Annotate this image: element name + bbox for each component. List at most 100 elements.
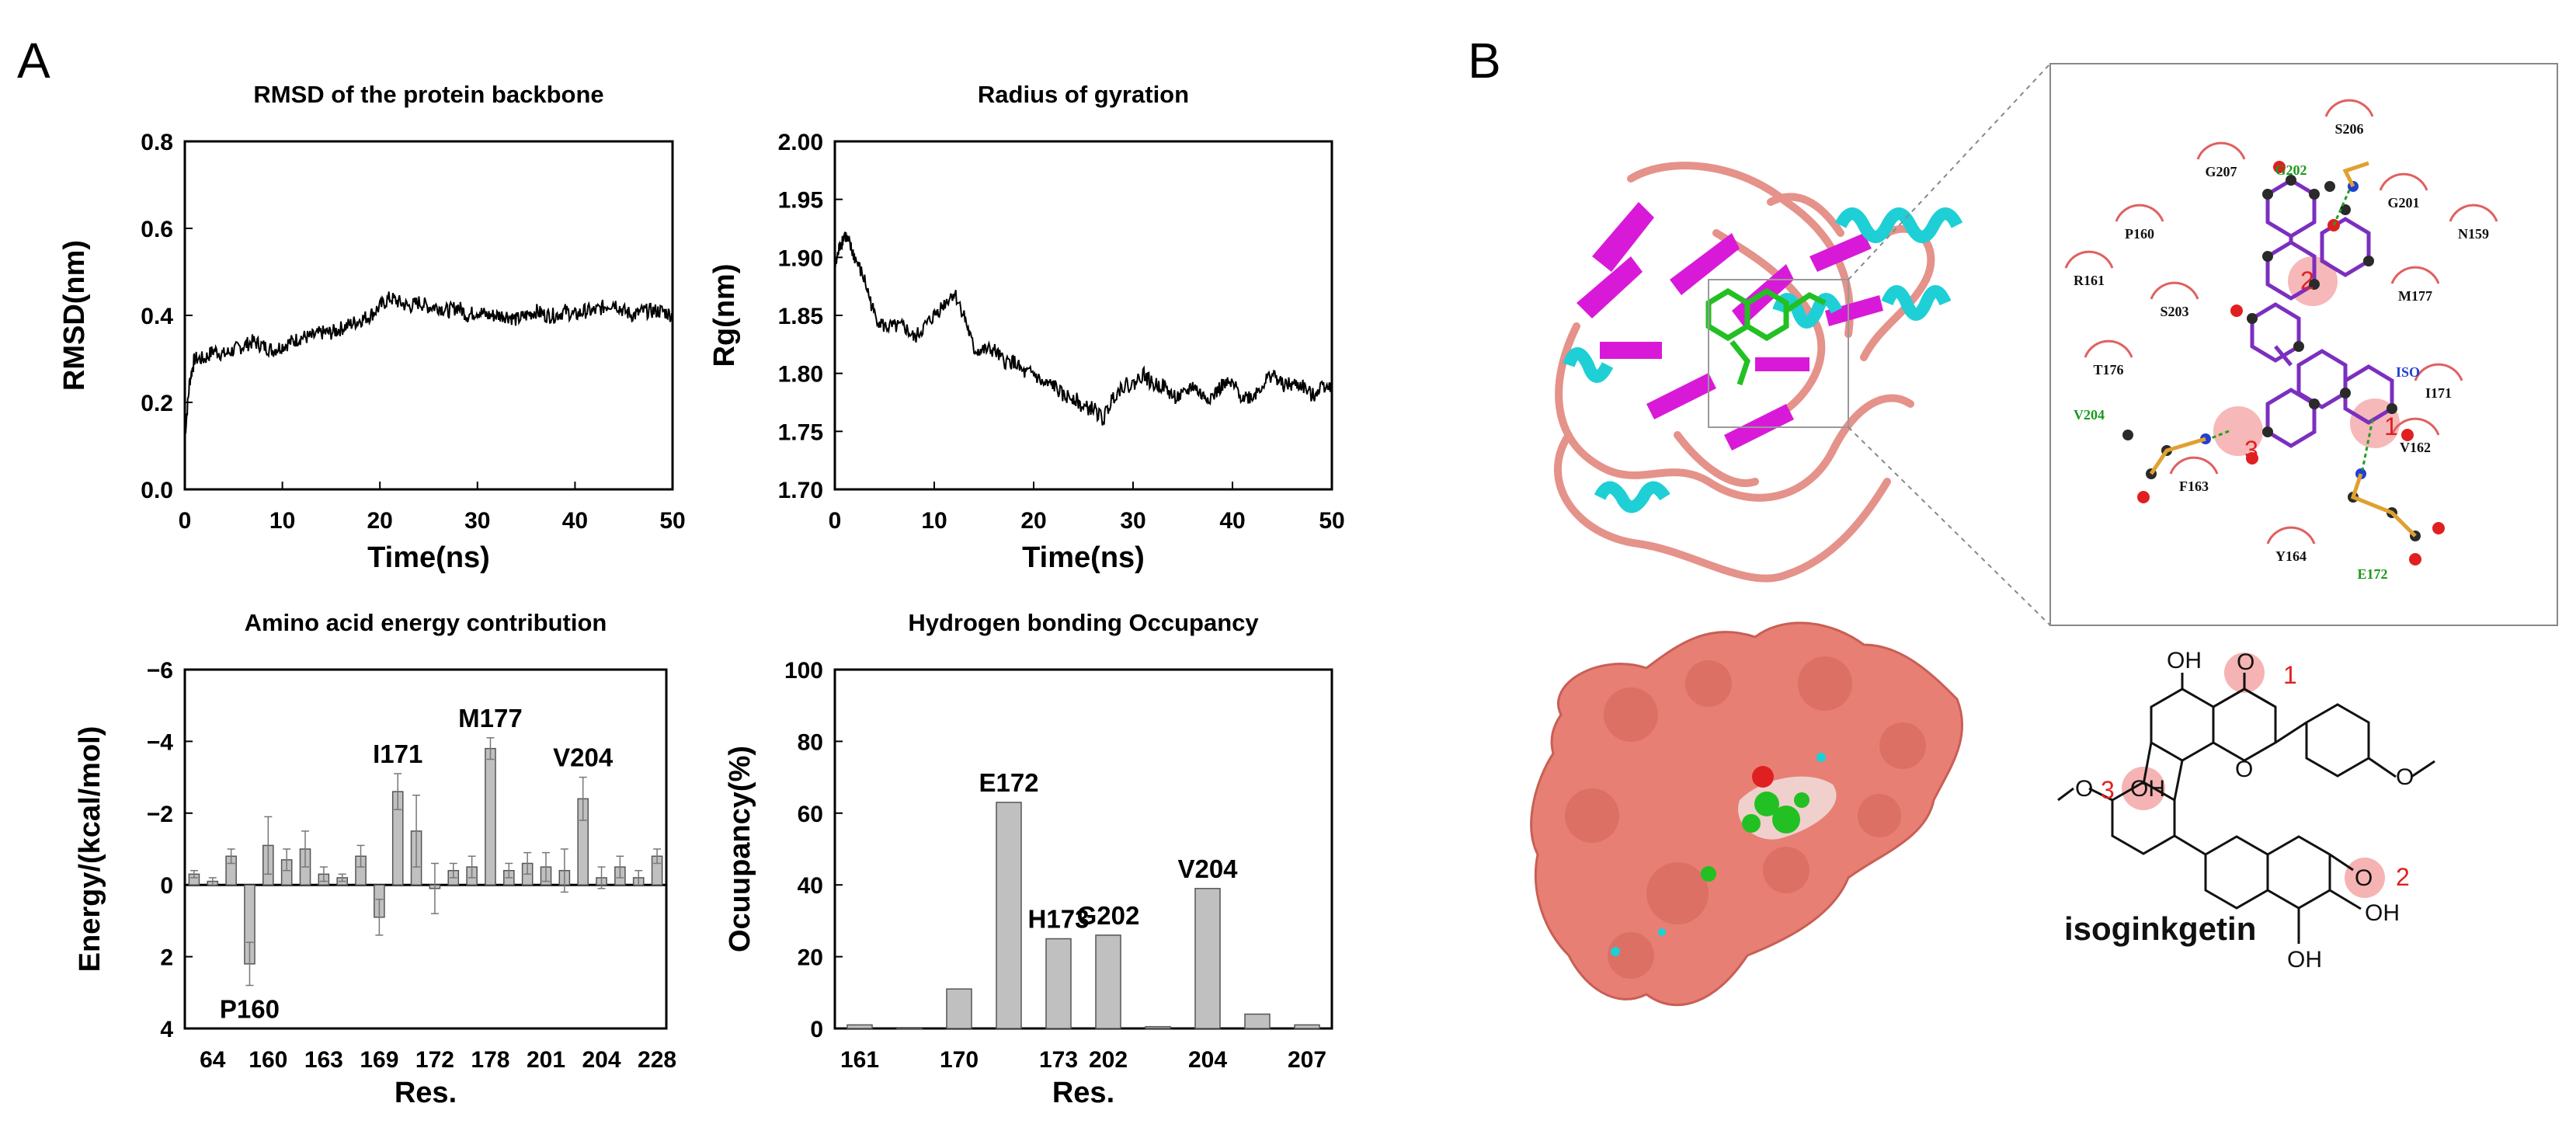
chart-3-frame (833, 668, 1333, 1030)
chart-1-ytick-label: 1.90 (778, 245, 823, 271)
chart-3-xtick-label: 173 (1039, 1047, 1078, 1073)
chart-2-xlabel: Res. (395, 1077, 457, 1109)
panel-letter-b: B (1468, 33, 1501, 89)
ligplot-marker-2: 2 (2300, 266, 2314, 294)
chem-o-carbonyl-1: O (2237, 649, 2254, 675)
chart-2-annotation: V204 (553, 743, 614, 772)
chart-0-ytick-label: 0.0 (141, 478, 173, 503)
chem-o-methoxy-right: O (2396, 764, 2414, 790)
chart-2-ytick-label: −4 (147, 729, 174, 755)
ligplot-residue-label: F163 (2179, 478, 2209, 494)
chart-2-xtick-label: 201 (527, 1047, 565, 1073)
chem-oh-top: OH (2167, 648, 2202, 673)
chart-3-bar (896, 1028, 923, 1030)
chart-3-annotation: V204 (1177, 854, 1238, 883)
ligplot-arc (2324, 99, 2374, 117)
chart-1-ytick-label: 1.70 (778, 478, 823, 503)
chart-3-bar (1244, 1013, 1271, 1029)
chart-0-ytick-label: 0.4 (141, 304, 173, 329)
ligplot-arc (2084, 339, 2133, 358)
chart-2-ytick-label: −6 (147, 658, 173, 684)
chart-0-ytick-label: 0.8 (141, 130, 173, 155)
ligplot-ligand-label: ISO (2396, 364, 2420, 380)
chart-3-xtick-label: 204 (1188, 1047, 1227, 1073)
chart-0-frame (183, 140, 674, 491)
ligplot-arc (2150, 281, 2199, 300)
chart-2-annotation: P160 (220, 995, 280, 1024)
chart-0-xtick-label: 50 (659, 508, 685, 534)
chart-3-bar (1194, 888, 1221, 1029)
ligplot-arc (2379, 172, 2428, 191)
chart-0-xtick-label: 20 (367, 508, 393, 534)
chem-o-carbonyl-2: O (2355, 865, 2373, 891)
ligplot-arc (2414, 363, 2463, 381)
chem-oh-left: OH (2130, 776, 2165, 802)
chart-1-xtick-label: 20 (1020, 508, 1046, 534)
chart-0-xlabel: Time(ns) (367, 541, 490, 574)
chart-3-xtick-label: 207 (1288, 1047, 1326, 1073)
chart-0-xtick-label: 0 (179, 508, 192, 534)
chart-3-bar (1294, 1024, 1320, 1029)
ligplot-residue-label: N159 (2458, 226, 2489, 242)
chart-0-ytick-label: 0.2 (141, 391, 173, 416)
ligplot-arc (2064, 250, 2114, 269)
chart-3-xtick-label: 170 (940, 1047, 979, 1073)
chart-3-ytick-label: 80 (798, 729, 823, 755)
ligplot-residue-label: G201 (2387, 195, 2419, 211)
ligplot-residue-label: S206 (2334, 121, 2363, 137)
chart-3-bar (1095, 934, 1121, 1029)
chem-o-methoxy-left: O (2075, 776, 2093, 802)
chart-3-ytick-label: 60 (798, 802, 823, 827)
chart-2-xtick-label: 64 (200, 1047, 226, 1073)
chart-0-ytick-label: 0.6 (141, 217, 173, 242)
ligplot-residue-label: S203 (2160, 304, 2188, 319)
chart-2-ytick-label: 4 (160, 1017, 173, 1042)
ligplot-residue-label: R161 (2074, 273, 2105, 288)
chart-1-series-line (834, 231, 1333, 426)
ligplot-residue-label: V162 (2400, 440, 2431, 455)
chart-0-ylabel: RMSD(nm) (58, 240, 91, 391)
chart-3-ytick-label: 0 (810, 1017, 823, 1042)
chart-2-xtick-label: 204 (582, 1047, 621, 1073)
ligplot-arc (2169, 456, 2219, 475)
ligplot-arc (2196, 141, 2246, 160)
chart-1-xtick-label: 40 (1219, 508, 1245, 534)
chart-2-title: Amino acid energy contribution (245, 609, 607, 636)
ligplot-residue-label: Y164 (2275, 548, 2307, 564)
ligplot-arc (2390, 417, 2440, 436)
chart-1-title: Radius of gyration (978, 81, 1189, 108)
chart-1-xtick-label: 50 (1319, 508, 1344, 534)
chart-1-xtick-label: 10 (921, 508, 947, 534)
chart-3-annotation: E172 (979, 768, 1038, 797)
chart-0-xtick-label: 40 (562, 508, 588, 534)
chart-1-ytick-label: 2.00 (778, 130, 823, 155)
chart-3-ytick-label: 20 (798, 945, 823, 971)
chart-2-annotation: I171 (373, 740, 422, 768)
chart-2-xtick-label: 228 (638, 1047, 676, 1073)
chart-1-ytick-label: 1.95 (778, 188, 823, 214)
chart-1-ytick-label: 1.85 (778, 304, 823, 329)
chart-1-xlabel: Time(ns) (1022, 541, 1145, 574)
chart-2-annotation: M177 (458, 704, 523, 733)
chart-3-bar (946, 988, 972, 1029)
chart-2-xtick-label: 160 (249, 1047, 287, 1073)
ligplot-marker-3: 3 (2244, 436, 2258, 464)
chem-oh-right: OH (2365, 900, 2400, 926)
ligplot-arc (2449, 204, 2498, 222)
zoom-connector (1848, 63, 2051, 626)
chart-2-ytick-label: 2 (160, 945, 173, 971)
chart-0-title: RMSD of the protein backbone (253, 81, 603, 108)
chem-marker-1: 1 (2283, 661, 2297, 689)
chart-1-ylabel: Rg(nm) (708, 264, 741, 367)
chart-2-ytick-label: 0 (160, 873, 173, 899)
chart-3-ytick-label: 100 (784, 658, 823, 684)
ligplot-marker-1: 1 (2384, 412, 2398, 440)
chart-3-xlabel: Res. (1052, 1077, 1114, 1109)
ligplot-residue-label: M177 (2398, 288, 2432, 304)
compound-name: isoginkgetin (2064, 910, 2256, 947)
chart-0-series-line (184, 291, 673, 438)
chart-2-frame (183, 668, 668, 1030)
chart-2-bar (485, 747, 496, 886)
chart-2-xtick-label: 163 (304, 1047, 343, 1073)
ligplot-arc (2390, 266, 2440, 284)
